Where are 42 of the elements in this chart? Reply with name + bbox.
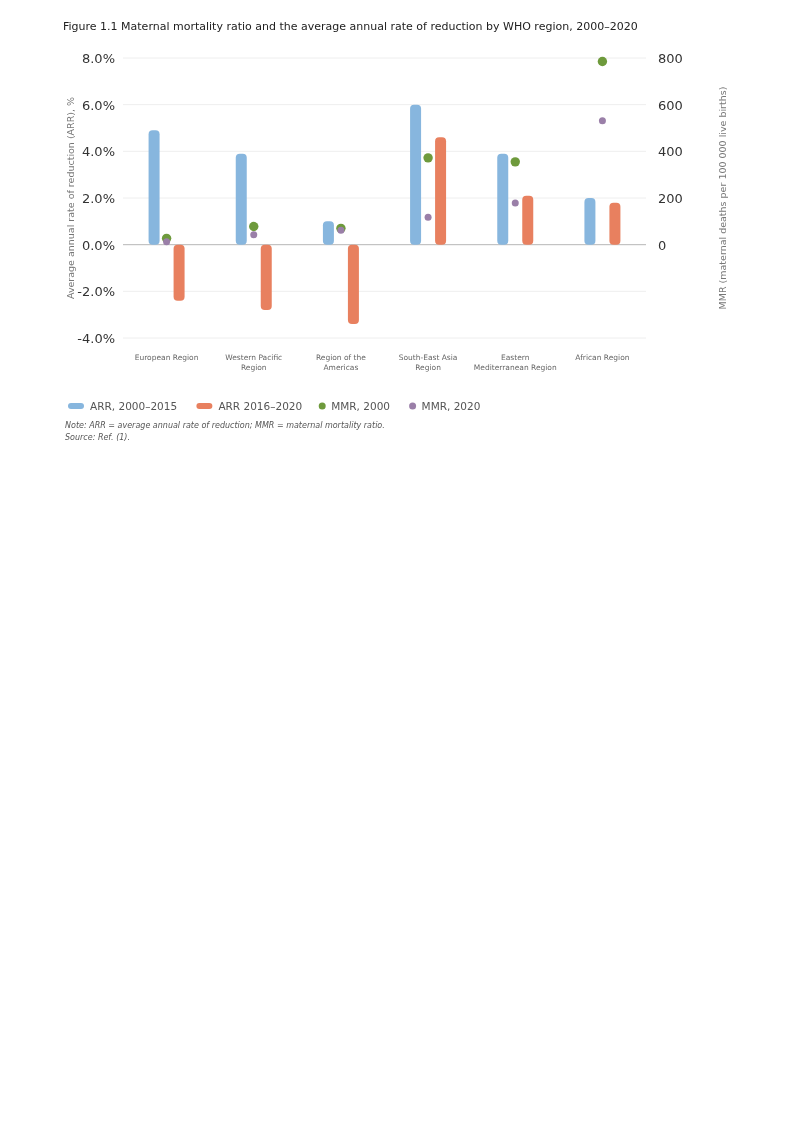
- y-axis-title: Average annual rate of reduction (ARR), %: [65, 96, 76, 300]
- point: [250, 231, 258, 239]
- legend-label: MMR, 2020: [421, 400, 481, 412]
- bar: [347, 244, 359, 324]
- bar: [148, 130, 160, 245]
- point: [163, 238, 171, 246]
- bar: [497, 153, 509, 245]
- bar: [435, 137, 447, 245]
- legend-label: ARR 2016–2020: [218, 400, 303, 412]
- point: [423, 153, 433, 163]
- bar: [584, 198, 596, 245]
- y-tick-label: -4.0%: [77, 331, 115, 346]
- y-tick-label: 6.0%: [81, 97, 115, 113]
- y2-tick-label: 400: [658, 144, 683, 160]
- text: Note: ARR = average annual rate of reduction; MMR = maternal mortality ratio.: [65, 421, 385, 430]
- point: [424, 213, 432, 221]
- point: [597, 56, 608, 67]
- bar: [235, 153, 247, 245]
- y2-tick-label: 800: [658, 51, 683, 66]
- y2-tick-label: 200: [658, 191, 683, 206]
- bar: [173, 244, 185, 301]
- bar: [522, 195, 534, 245]
- point: [510, 157, 520, 167]
- bar: [609, 202, 621, 245]
- y2-tick-label: 0: [658, 237, 667, 253]
- legend-label: MMR, 2000: [331, 400, 391, 412]
- source-note: Source: Ref. (1).: [65, 433, 131, 442]
- y-tick-label: 2.0%: [81, 191, 115, 206]
- bar: [410, 104, 422, 245]
- y2-axis-title: MMR (maternal deaths per 100 000 live births): [717, 86, 728, 310]
- y-tick-label: 0.0%: [81, 237, 115, 253]
- point: [598, 117, 606, 125]
- point: [249, 221, 259, 232]
- point: [511, 199, 519, 207]
- bar: [260, 244, 272, 310]
- legend-label: ARR, 2000–2015: [90, 400, 178, 412]
- y-tick-label: -2.0%: [77, 284, 115, 300]
- chart-title: Figure 1.1 Maternal mortality ratio and the average annual rate of reduction by WHO region, 2000–2020: [63, 20, 638, 33]
- bar: [322, 221, 334, 245]
- y-tick-label: 4.0%: [81, 144, 115, 160]
- y-tick-label: 8.0%: [81, 51, 115, 66]
- y2-tick-label: 600: [658, 97, 683, 113]
